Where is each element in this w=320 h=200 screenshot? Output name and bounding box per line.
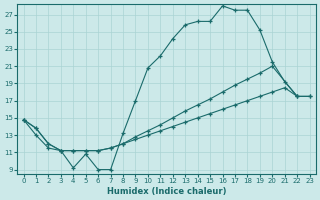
X-axis label: Humidex (Indice chaleur): Humidex (Indice chaleur) bbox=[107, 187, 226, 196]
